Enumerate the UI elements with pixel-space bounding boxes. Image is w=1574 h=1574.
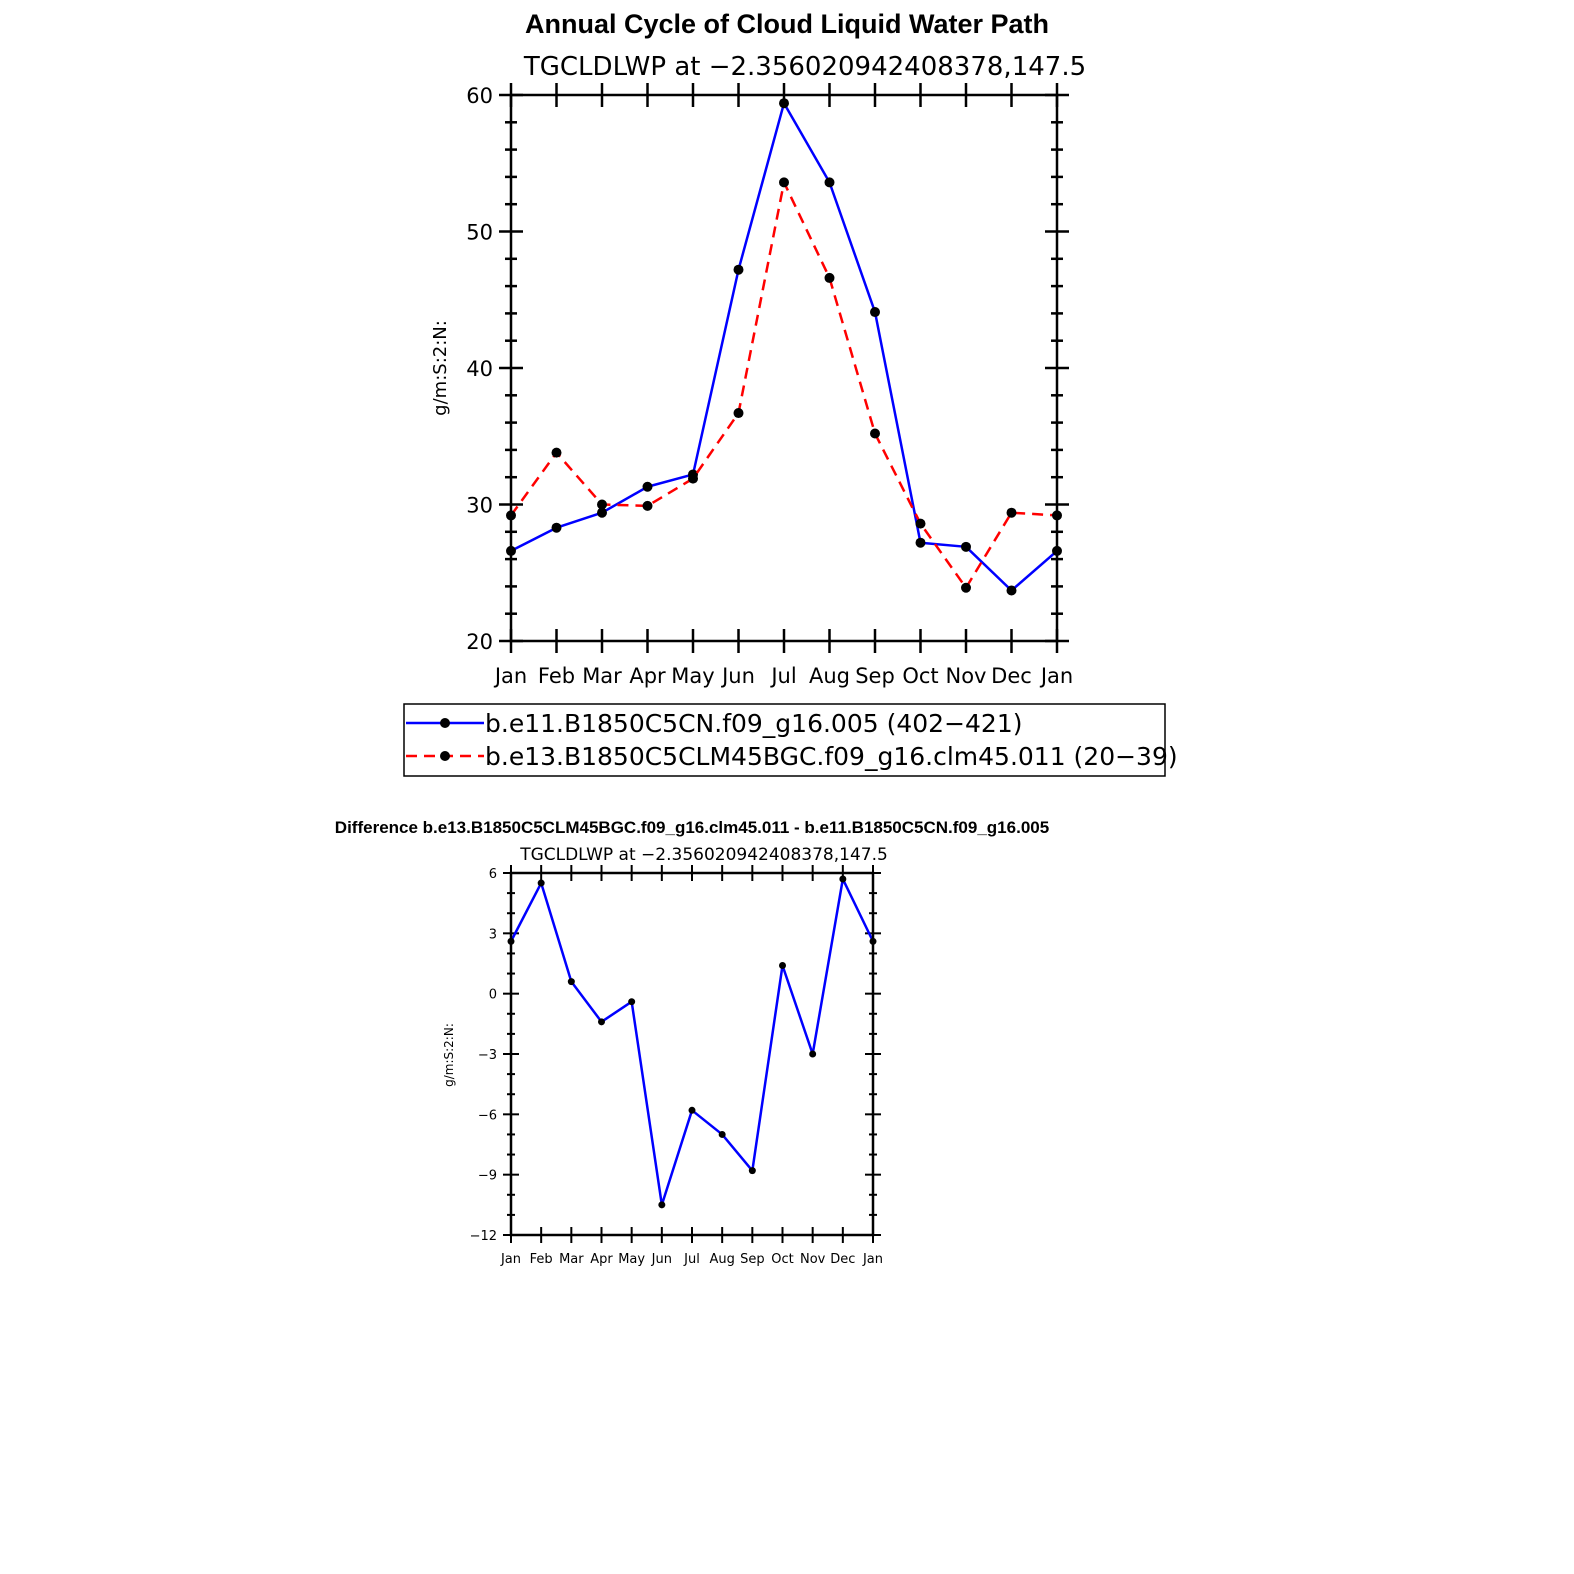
legend-marker bbox=[440, 751, 450, 761]
y-tick-label: −6 bbox=[478, 1108, 497, 1123]
difference-plot-frame bbox=[509, 871, 875, 1237]
x-tick-label: Jul bbox=[683, 1252, 700, 1267]
data-point bbox=[642, 481, 653, 492]
data-point bbox=[733, 408, 744, 419]
data-point bbox=[824, 272, 835, 283]
data-point bbox=[551, 447, 562, 458]
data-point bbox=[824, 177, 835, 188]
difference-chart-subtitle: TGCLDLWP at −2.356020942408378,147.5 bbox=[519, 845, 888, 865]
data-point bbox=[870, 428, 880, 439]
data-point bbox=[537, 879, 545, 887]
data-point bbox=[567, 978, 575, 986]
x-tick-label: Jan bbox=[500, 1252, 521, 1267]
x-tick-label: Nov bbox=[800, 1252, 826, 1267]
legend-marker bbox=[440, 718, 450, 728]
x-tick-label: Sep bbox=[740, 1252, 765, 1267]
legend-entry-2: b.e13.B1850C5CLM45BGC.f09_g16.clm45.011 … bbox=[406, 742, 1178, 771]
y-tick-label: 0 bbox=[489, 988, 497, 1003]
data-point bbox=[642, 500, 653, 511]
x-tick-label: Sep bbox=[855, 664, 895, 688]
data-point bbox=[551, 522, 562, 533]
data-point bbox=[1006, 585, 1017, 596]
data-point bbox=[839, 875, 847, 883]
data-point bbox=[598, 1018, 605, 1026]
chart-subtitle: TGCLDLWP at −2.356020942408378,147.5 bbox=[523, 52, 1086, 82]
y-tick-label: 6 bbox=[489, 867, 497, 882]
series-line-2 bbox=[509, 181, 1058, 590]
series-line-1 bbox=[510, 101, 1058, 592]
annual-cycle-chart: Annual Cycle of Cloud Liquid Water Path … bbox=[430, 9, 1086, 688]
legend-box bbox=[403, 703, 1166, 777]
data-point bbox=[779, 962, 786, 970]
plot-frame bbox=[509, 93, 1059, 643]
x-tick-label: Aug bbox=[809, 664, 850, 688]
data-point bbox=[597, 507, 607, 518]
data-point bbox=[688, 473, 698, 484]
y-tick-label: 20 bbox=[466, 630, 493, 654]
x-tick-label: Jul bbox=[769, 664, 796, 688]
chart-title: Annual Cycle of Cloud Liquid Water Path bbox=[525, 9, 1049, 39]
y-tick-label: 3 bbox=[489, 927, 497, 942]
data-point bbox=[718, 1130, 726, 1138]
data-point bbox=[870, 307, 880, 318]
y-tick-label: −9 bbox=[478, 1169, 497, 1184]
x-tick-label: Dec bbox=[830, 1252, 855, 1267]
y-axis-label: g/m:S:2:N: bbox=[430, 320, 451, 416]
x-tick-label: Mar bbox=[559, 1252, 584, 1267]
x-tick-label: Jun bbox=[651, 1252, 672, 1267]
data-point bbox=[733, 264, 744, 275]
x-tick-label: May bbox=[618, 1252, 645, 1267]
y-tick-label: 30 bbox=[466, 494, 493, 518]
data-point bbox=[915, 518, 926, 529]
legend-label-1: b.e11.B1850C5CN.f09_g16.005 (402−421) bbox=[485, 709, 1023, 738]
y-tick-label: −12 bbox=[470, 1229, 497, 1244]
difference-y-axis-label: g/m:S:2:N: bbox=[442, 1023, 456, 1087]
x-tick-label: Oct bbox=[771, 1252, 793, 1267]
data-point bbox=[779, 177, 789, 188]
data-point bbox=[961, 541, 971, 552]
x-tick-label: Mar bbox=[582, 664, 622, 688]
x-tick-label: Oct bbox=[902, 664, 938, 688]
data-point bbox=[779, 98, 789, 109]
data-point bbox=[915, 537, 926, 548]
x-tick-label: Feb bbox=[538, 664, 575, 688]
data-point bbox=[597, 499, 607, 510]
x-tick-label: Apr bbox=[629, 664, 666, 688]
x-tick-label: Dec bbox=[991, 664, 1032, 688]
x-tick-label: Apr bbox=[590, 1252, 613, 1267]
legend: b.e11.B1850C5CN.f09_g16.005 (402−421) b.… bbox=[403, 703, 1178, 777]
x-tick-label: Feb bbox=[530, 1252, 553, 1267]
y-tick-label: 60 bbox=[466, 84, 493, 108]
data-point bbox=[809, 1050, 817, 1058]
x-tick-label: Jun bbox=[720, 664, 755, 688]
series-line-1 bbox=[509, 877, 875, 1207]
x-tick-label: May bbox=[671, 664, 714, 688]
data-point bbox=[1006, 507, 1017, 518]
x-tick-label: Jan bbox=[1039, 664, 1073, 688]
data-point bbox=[961, 582, 971, 593]
y-tick-label: 50 bbox=[466, 221, 493, 245]
difference-chart-title: Difference b.e13.B1850C5CLM45BGC.f09_g16… bbox=[335, 818, 1049, 837]
data-point bbox=[748, 1167, 756, 1175]
data-point bbox=[688, 1106, 696, 1114]
x-tick-label: Jan bbox=[493, 664, 527, 688]
legend-entry-1: b.e11.B1850C5CN.f09_g16.005 (402−421) bbox=[406, 709, 1023, 738]
x-tick-label: Jan bbox=[862, 1252, 883, 1267]
data-point bbox=[628, 998, 636, 1006]
difference-chart: Difference b.e13.B1850C5CLM45BGC.f09_g16… bbox=[335, 818, 1049, 1267]
y-tick-label: −3 bbox=[478, 1048, 497, 1063]
legend-label-2: b.e13.B1850C5CLM45BGC.f09_g16.clm45.011 … bbox=[485, 742, 1178, 771]
x-tick-label: Nov bbox=[946, 664, 987, 688]
data-point bbox=[658, 1201, 666, 1209]
y-tick-label: 40 bbox=[466, 357, 493, 381]
x-tick-label: Aug bbox=[709, 1252, 734, 1267]
